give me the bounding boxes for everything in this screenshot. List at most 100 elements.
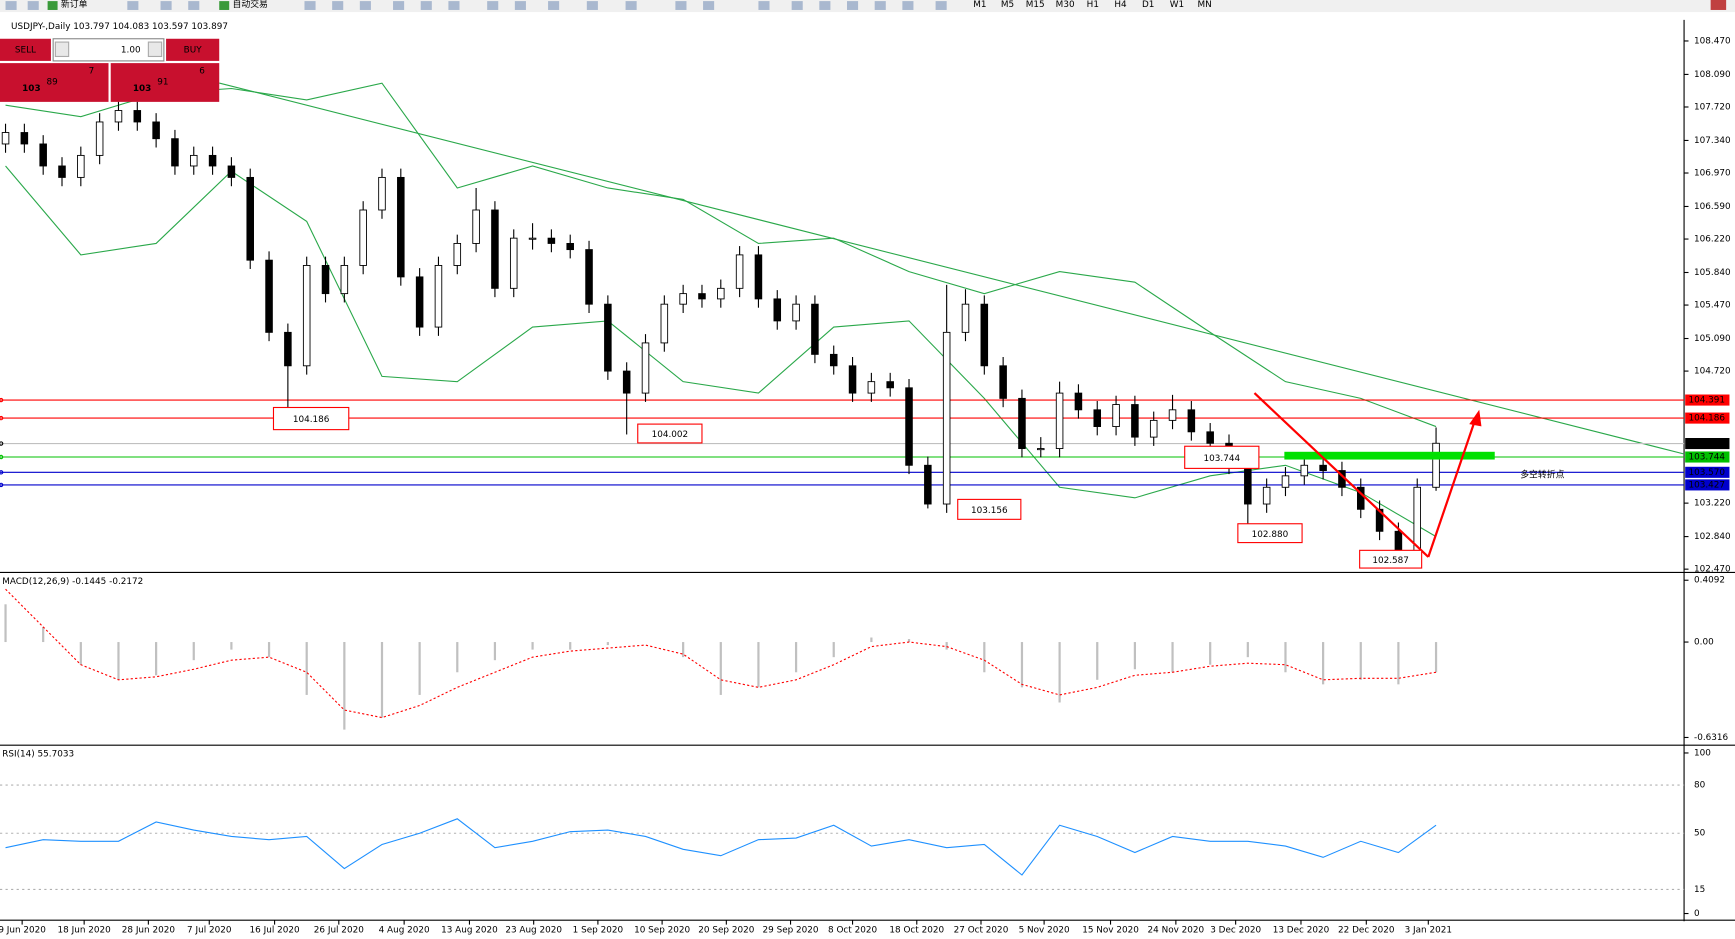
- price-prefix: 103: [133, 84, 151, 94]
- annotation-note: 多空转折点: [1520, 469, 1564, 481]
- toolbar-icon[interactable]: [420, 1, 432, 10]
- price-level-tag: [1685, 412, 1730, 424]
- annotation-box: [637, 423, 703, 444]
- price-fraction: 7: [89, 66, 95, 76]
- toolbar-icon[interactable]: [47, 1, 58, 10]
- toolbar-icon[interactable]: [27, 1, 39, 10]
- toolbar-icon[interactable]: [586, 1, 598, 10]
- x-tick-label: 15 Nov 2020: [1082, 926, 1139, 936]
- candle-body: [1074, 392, 1083, 411]
- y-tick-label: 15: [1694, 885, 1705, 895]
- sell-button[interactable]: [0, 38, 51, 61]
- toolbar-icon[interactable]: [703, 1, 715, 10]
- y-tick-label: 102.840: [1694, 532, 1731, 542]
- candle-body: [20, 132, 29, 145]
- lots-spin[interactable]: [54, 41, 70, 58]
- annotation-label: 102.880: [1252, 530, 1289, 540]
- toolbar-icon[interactable]: [902, 1, 914, 10]
- buy-button[interactable]: [166, 38, 220, 61]
- toolbar-icon[interactable]: [393, 1, 405, 10]
- timeframe-button[interactable]: W1: [1170, 0, 1184, 10]
- price-main: 89: [47, 77, 58, 87]
- macd-signal: [5, 588, 1437, 719]
- x-tick-label: 1 Sep 2020: [573, 926, 624, 936]
- annotation-label: 103.744: [1204, 454, 1241, 464]
- candle-body: [528, 237, 537, 240]
- toolbar-icon[interactable]: [758, 1, 770, 10]
- timeframe-button[interactable]: M30: [1056, 0, 1075, 10]
- timeframe-button[interactable]: D1: [1142, 0, 1154, 10]
- y-tick-label: 107.340: [1694, 136, 1731, 146]
- candle-body: [1018, 397, 1026, 449]
- toolbar-icon[interactable]: [448, 1, 460, 10]
- toolbar-icon[interactable]: [847, 1, 859, 10]
- candle-body: [1, 132, 10, 145]
- timeframe-button[interactable]: M1: [973, 0, 986, 10]
- timeframe-button[interactable]: M5: [1001, 0, 1014, 10]
- candle-body: [397, 176, 405, 278]
- candle-body: [604, 303, 612, 372]
- candle-body: [1356, 486, 1365, 510]
- toolbar-button[interactable]: 新订单: [61, 0, 88, 10]
- toolbar-icon[interactable]: [359, 1, 371, 10]
- toolbar-icon[interactable]: [219, 1, 230, 10]
- candle-body: [39, 143, 47, 167]
- toolbar-icon[interactable]: [487, 1, 499, 10]
- candle-body: [811, 303, 819, 355]
- toolbar-icon[interactable]: [127, 1, 139, 10]
- toolbar-icon[interactable]: [5, 1, 17, 10]
- candle-body: [302, 265, 311, 367]
- candle-body: [77, 154, 85, 178]
- candle-body: [792, 303, 800, 322]
- toolbar-icon[interactable]: [188, 1, 200, 10]
- candle-body: [1300, 464, 1309, 477]
- toolbar-icon[interactable]: [304, 1, 316, 10]
- price-box[interactable]: [110, 63, 220, 102]
- y-tick-label: 0: [1694, 909, 1700, 919]
- candle-body: [340, 265, 349, 295]
- toolbar-button[interactable]: 自动交易: [233, 0, 268, 10]
- toolbar-icon[interactable]: [625, 1, 637, 10]
- candle-body: [773, 298, 782, 322]
- toolbar-icon[interactable]: [675, 1, 687, 10]
- price-level-tag: [1685, 438, 1730, 450]
- toolbar-icon[interactable]: [819, 1, 831, 10]
- toolbar: [0, 0, 1735, 13]
- sell-label[interactable]: SELL: [15, 45, 36, 55]
- y-tick-label: 105.840: [1694, 268, 1731, 278]
- arrow-down: [1253, 392, 1430, 558]
- price-box[interactable]: [0, 63, 109, 102]
- y-tick-label: 80: [1694, 781, 1706, 791]
- timeframe-button[interactable]: H1: [1087, 0, 1099, 10]
- y-tick-label: 106.970: [1694, 169, 1731, 179]
- toolbar-icon[interactable]: [548, 1, 560, 10]
- candle-body: [942, 331, 951, 505]
- timeframe-button[interactable]: H4: [1114, 0, 1127, 10]
- toolbar-icon[interactable]: [791, 1, 803, 10]
- x-tick-label: 26 Jul 2020: [314, 926, 364, 936]
- toolbar-icon[interactable]: [935, 1, 947, 10]
- toolbar-icon[interactable]: [160, 1, 172, 10]
- toolbar-icon[interactable]: [332, 1, 344, 10]
- timeframe-button[interactable]: M15: [1026, 0, 1045, 10]
- candle-body: [1319, 464, 1327, 472]
- price-level-label: 103.744: [1688, 453, 1725, 463]
- candle-body: [415, 276, 424, 328]
- candle-body: [1375, 508, 1384, 532]
- buy-label[interactable]: BUY: [184, 45, 203, 55]
- level-handle: [0, 470, 4, 475]
- timeframe-button[interactable]: MN: [1198, 0, 1212, 10]
- lots-value[interactable]: 1.00: [121, 45, 141, 55]
- x-tick-label: 7 Jul 2020: [187, 926, 232, 936]
- x-tick-label: 16 Jul 2020: [250, 926, 300, 936]
- candle-body: [227, 165, 236, 178]
- lots-spin[interactable]: [147, 41, 163, 58]
- y-tick-label: 50: [1694, 829, 1706, 839]
- lots-input[interactable]: [52, 38, 165, 62]
- price-level-tag: [1685, 479, 1730, 491]
- toolbar-icon[interactable]: [1710, 0, 1727, 10]
- toolbar-icon[interactable]: [874, 1, 886, 10]
- x-tick-label: 3 Jan 2021: [1405, 926, 1452, 936]
- toolbar-icon[interactable]: [514, 1, 526, 10]
